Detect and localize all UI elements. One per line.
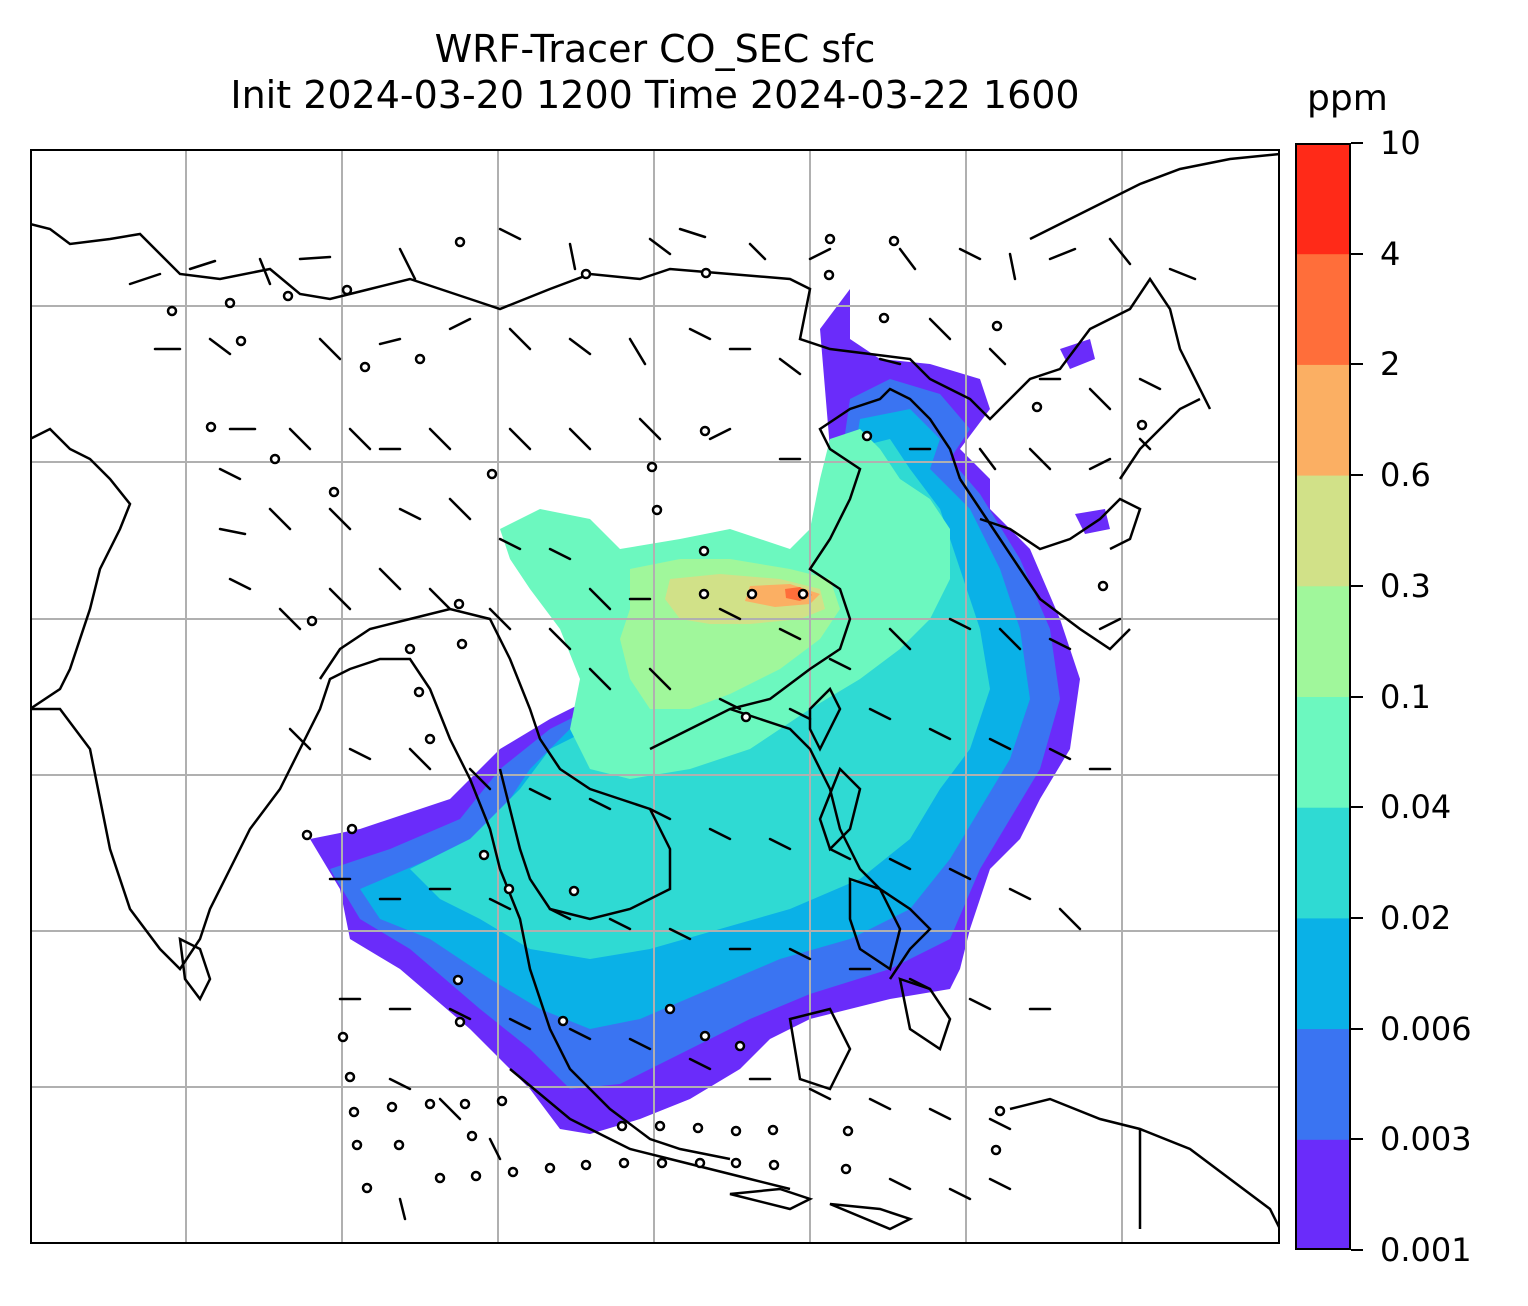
colorbar-tick-mark bbox=[1351, 142, 1363, 144]
colorbar-segment bbox=[1295, 807, 1351, 919]
colorbar-segment bbox=[1295, 253, 1351, 365]
colorbar-tick-label: 0.003 bbox=[1380, 1120, 1472, 1159]
gridlines bbox=[30, 149, 1280, 1244]
concentration-field bbox=[310, 289, 1110, 1134]
colorbar-tick-label: 10 bbox=[1380, 124, 1421, 162]
colorbar-segment bbox=[1295, 143, 1351, 255]
wind-barbs bbox=[128, 227, 1197, 1221]
map-plot bbox=[30, 149, 1280, 1244]
colorbar-segment bbox=[1295, 364, 1351, 476]
colorbar-tick-mark bbox=[1351, 916, 1363, 919]
colorbar-tick-mark bbox=[1351, 252, 1363, 255]
colorbar-tick-label: 4 bbox=[1380, 234, 1401, 273]
colorbar-tick-mark bbox=[1351, 1249, 1363, 1251]
colorbar-tick-label: 0.3 bbox=[1380, 566, 1431, 605]
colorbar-segment bbox=[1295, 585, 1351, 697]
title-line-1: WRF-Tracer CO_SEC sfc bbox=[434, 27, 876, 71]
colorbar-segment bbox=[1295, 1139, 1351, 1250]
colorbar-segment bbox=[1295, 917, 1351, 1030]
calm-wind-markers bbox=[166, 233, 1148, 1194]
colorbar-tick-label: 0.006 bbox=[1380, 1009, 1472, 1048]
colorbar-border bbox=[1295, 143, 1351, 1250]
chart-title: WRF-Tracer CO_SEC sfc Init 2024-03-20 12… bbox=[30, 26, 1280, 118]
colorbar bbox=[1295, 143, 1351, 1250]
colorbar-tick-mark bbox=[1351, 1027, 1363, 1030]
coastlines bbox=[30, 152, 1280, 1231]
colorbar-tick-mark bbox=[1351, 806, 1363, 809]
title-line-2: Init 2024-03-20 1200 Time 2024-03-22 160… bbox=[230, 73, 1080, 117]
colorbar-tick-label: 2 bbox=[1380, 345, 1401, 384]
colorbar-tick-label: 0.04 bbox=[1380, 788, 1452, 827]
colorbar-segment bbox=[1295, 696, 1351, 808]
field-level-japan bbox=[1060, 339, 1110, 534]
colorbar-tick-label: 0.001 bbox=[1380, 1231, 1472, 1269]
colorbar-segment bbox=[1295, 475, 1351, 587]
colorbar-segment bbox=[1295, 1028, 1351, 1140]
colorbar-tick-mark bbox=[1351, 1138, 1363, 1141]
colorbar-tick-mark bbox=[1351, 584, 1363, 587]
colorbar-unit: ppm bbox=[1307, 78, 1388, 119]
colorbar-tick-label: 0.6 bbox=[1380, 456, 1431, 495]
colorbar-tick-mark bbox=[1351, 363, 1363, 366]
colorbar-tick-label: 0.02 bbox=[1380, 898, 1452, 937]
colorbar-tick-mark bbox=[1351, 474, 1363, 477]
colorbar-tick-mark bbox=[1351, 695, 1363, 698]
colorbar-tick-label: 0.1 bbox=[1380, 677, 1431, 716]
